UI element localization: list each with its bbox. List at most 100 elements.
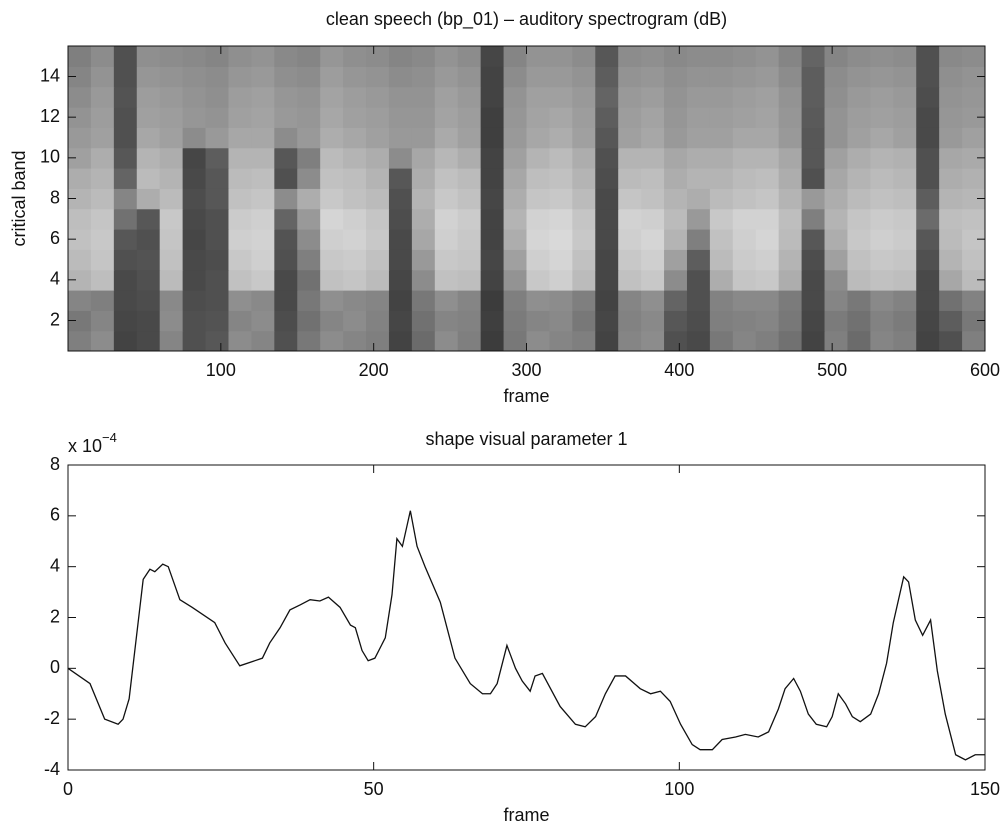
x-tick-label: 300 xyxy=(511,360,541,380)
heatmap-cell xyxy=(664,208,688,230)
heatmap-cell xyxy=(343,249,367,271)
heatmap-cell xyxy=(847,147,871,169)
y-tick-label: 8 xyxy=(50,187,60,207)
heatmap-cell xyxy=(618,208,642,230)
heatmap-cell xyxy=(572,107,596,128)
heatmap-cell xyxy=(388,249,413,271)
heatmap-cell xyxy=(388,168,413,189)
heatmap-cell xyxy=(159,269,184,291)
heatmap-cell xyxy=(274,147,298,169)
heatmap-cell xyxy=(434,66,459,88)
heatmap-cell xyxy=(343,208,367,230)
heatmap-cell xyxy=(916,127,940,149)
heatmap-cell xyxy=(297,330,321,351)
heatmap-cell xyxy=(778,249,803,271)
heatmap-cell xyxy=(411,269,436,291)
heatmap-cell xyxy=(732,188,757,210)
heatmap-cell xyxy=(801,229,826,250)
heatmap-cell xyxy=(457,168,482,189)
heatmap-cell xyxy=(136,188,161,210)
heatmap-cell xyxy=(801,290,826,311)
heatmap-cell xyxy=(434,330,459,351)
heatmap-cell xyxy=(205,127,230,149)
heatmap-cell xyxy=(388,330,413,351)
heatmap-cell xyxy=(962,310,985,332)
heatmap-cell xyxy=(962,249,985,271)
heatmap-cell xyxy=(962,188,985,210)
heatmap-cell xyxy=(755,86,780,108)
heatmap-cell xyxy=(618,229,642,250)
heatmap-cell xyxy=(503,66,528,88)
heatmap-cell xyxy=(68,290,92,311)
heatmap-cell xyxy=(572,229,596,250)
heatmap-cell xyxy=(113,127,138,149)
heatmap-cell xyxy=(847,188,871,210)
heatmap-cell xyxy=(297,168,321,189)
heatmap-cell xyxy=(320,188,344,210)
plot-area xyxy=(68,510,985,761)
heatmap-cell xyxy=(732,168,757,189)
heatmap-cell xyxy=(411,86,436,108)
heatmap-cell xyxy=(113,46,138,67)
heatmap-cell xyxy=(526,310,551,332)
heatmap-cell xyxy=(182,269,207,291)
heatmap-cell xyxy=(480,86,505,108)
heatmap-cell xyxy=(251,147,275,169)
heatmap-cell xyxy=(549,107,573,128)
heatmap-cell xyxy=(343,46,367,67)
heatmap-cell xyxy=(939,229,963,250)
heatmap-cell xyxy=(778,330,803,351)
heatmap-cell xyxy=(893,310,917,332)
heatmap-cell xyxy=(297,107,321,128)
heatmap-cell xyxy=(641,147,665,169)
heatmap-cell xyxy=(641,168,665,189)
heatmap-cell xyxy=(136,147,161,169)
heatmap-cell xyxy=(136,208,161,230)
heatmap-cell xyxy=(686,330,711,351)
heatmap-cell xyxy=(297,249,321,271)
heatmap-cell xyxy=(572,168,596,189)
heatmap-cell xyxy=(595,208,619,230)
heatmap-cell xyxy=(526,168,551,189)
heatmap-cell xyxy=(847,107,871,128)
heatmap-cell xyxy=(641,127,665,149)
heatmap-cell xyxy=(572,330,596,351)
heatmap-cell xyxy=(480,290,505,311)
heatmap-cell xyxy=(388,86,413,108)
heatmap-cell xyxy=(503,290,528,311)
heatmap-cell xyxy=(343,290,367,311)
heatmap-cell xyxy=(228,269,252,291)
heatmap-cell xyxy=(159,229,184,250)
heatmap-cell xyxy=(824,107,849,128)
heatmap-cell xyxy=(641,107,665,128)
heatmap-cell xyxy=(136,229,161,250)
heatmap-cell xyxy=(847,208,871,230)
heatmap-cell xyxy=(618,290,642,311)
heatmap-cell xyxy=(664,269,688,291)
heatmap-cell xyxy=(113,107,138,128)
heatmap-cell xyxy=(480,127,505,149)
heatmap-cell xyxy=(457,310,482,332)
heatmap-cell xyxy=(893,249,917,271)
heatmap-cell xyxy=(457,147,482,169)
x-tick-label: 100 xyxy=(206,360,236,380)
heatmap-cell xyxy=(205,249,230,271)
heatmap-cell xyxy=(526,269,551,291)
heatmap-cell xyxy=(388,188,413,210)
multiplier-exponent: −4 xyxy=(102,430,117,445)
heatmap-cell xyxy=(320,127,344,149)
heatmap-cell xyxy=(159,107,184,128)
heatmap-cell xyxy=(939,127,963,149)
heatmap-cell xyxy=(801,127,826,149)
heatmap-cell xyxy=(549,269,573,291)
heatmap-cell xyxy=(686,208,711,230)
heatmap-cell xyxy=(572,147,596,169)
heatmap-cell xyxy=(572,188,596,210)
heatmap-cell xyxy=(182,229,207,250)
heatmap-cell xyxy=(228,330,252,351)
heatmap-cell xyxy=(870,208,894,230)
heatmap-cell xyxy=(686,249,711,271)
heatmap-cell xyxy=(159,86,184,108)
heatmap-cell xyxy=(824,290,849,311)
